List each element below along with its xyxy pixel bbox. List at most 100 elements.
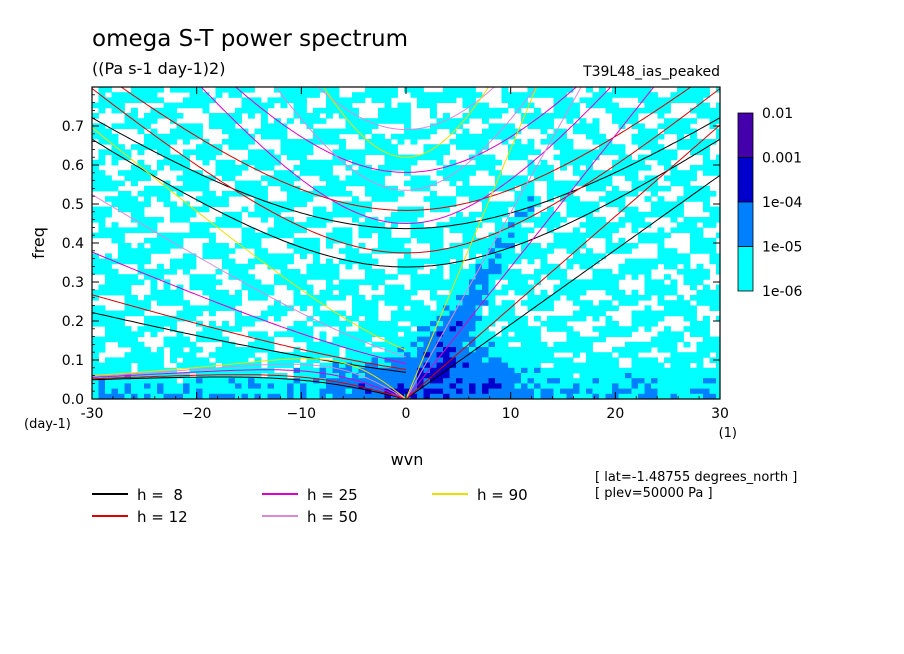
power-cell — [235, 263, 242, 270]
power-cell — [397, 347, 405, 353]
power-cell — [690, 118, 697, 124]
power-cell — [92, 185, 99, 192]
power-cell — [670, 383, 678, 389]
power-cell — [482, 341, 489, 348]
power-cell — [235, 139, 242, 145]
power-cell — [254, 237, 262, 244]
power-cell — [352, 399, 359, 405]
power-cell — [391, 248, 398, 254]
power-cell — [261, 253, 268, 259]
power-cell — [163, 289, 171, 296]
power-cell — [677, 305, 684, 311]
power-cell — [625, 373, 632, 379]
power-cell — [651, 263, 658, 270]
power-cell — [163, 279, 171, 285]
power-cell — [215, 388, 223, 395]
power-cell — [424, 399, 431, 405]
power-cell — [319, 388, 327, 395]
power-cell — [657, 362, 665, 369]
power-cell — [495, 123, 502, 129]
power-cell — [657, 253, 665, 259]
power-cell — [241, 159, 249, 166]
power-cell — [196, 149, 203, 155]
legend-label-h12: h = 12 — [137, 508, 188, 526]
power-cell — [352, 149, 359, 155]
power-cell — [469, 336, 476, 343]
power-cell — [326, 295, 333, 301]
power-cell — [560, 274, 567, 280]
power-cell — [644, 237, 652, 244]
power-cell — [631, 87, 639, 93]
power-cell — [352, 175, 359, 181]
power-cell — [287, 383, 294, 389]
power-cell — [332, 185, 340, 192]
power-cell — [339, 295, 346, 301]
power-cell — [573, 295, 580, 301]
power-cell — [618, 170, 626, 176]
power-cell — [410, 357, 418, 363]
power-cell — [131, 206, 138, 213]
power-cell — [274, 133, 281, 140]
power-cell — [586, 175, 593, 181]
power-cell — [456, 352, 463, 358]
power-cell — [397, 269, 405, 275]
power-cell — [469, 227, 476, 233]
power-cell — [436, 123, 444, 129]
power-cell — [189, 393, 197, 399]
power-cell — [365, 222, 372, 228]
power-cell — [566, 180, 574, 187]
power-cell — [228, 248, 236, 254]
power-cell — [690, 383, 697, 389]
power-cell — [280, 388, 288, 395]
power-cell — [254, 107, 262, 114]
power-cell — [501, 388, 509, 395]
power-cell — [261, 196, 268, 202]
power-cell — [293, 289, 301, 296]
power-cell — [632, 399, 639, 405]
power-cell — [267, 97, 275, 103]
power-cell — [410, 362, 418, 369]
power-cell — [228, 159, 236, 166]
power-cell — [306, 191, 314, 197]
power-cell — [280, 362, 288, 369]
power-cell — [365, 279, 372, 285]
power-cell — [358, 170, 366, 176]
power-cell — [306, 113, 314, 119]
power-cell — [313, 347, 320, 353]
power-cell — [579, 175, 587, 181]
power-cell — [150, 284, 158, 291]
power-cell — [274, 227, 281, 233]
power-cell — [456, 310, 463, 317]
power-cell — [540, 118, 548, 124]
power-cell — [657, 144, 665, 150]
power-cell — [469, 263, 476, 270]
power-cell — [163, 196, 171, 202]
power-cell — [501, 393, 509, 399]
power-cell — [267, 180, 275, 187]
power-cell — [683, 227, 691, 233]
power-cell — [300, 227, 307, 233]
power-cell — [560, 367, 567, 374]
power-cell — [579, 243, 587, 249]
power-cell — [423, 92, 431, 98]
power-cell — [326, 289, 333, 296]
power-cell — [99, 399, 106, 405]
power-cell — [391, 237, 398, 244]
power-cell — [475, 144, 483, 150]
power-cell — [586, 378, 593, 384]
power-cell — [222, 300, 229, 306]
power-cell — [378, 185, 385, 192]
power-cell — [670, 357, 678, 363]
power-cell — [300, 321, 307, 327]
power-cell — [150, 279, 158, 285]
power-cell — [241, 347, 249, 353]
power-cell — [98, 289, 106, 296]
power-cell — [384, 284, 392, 291]
power-cell — [638, 128, 645, 135]
power-cell — [183, 310, 190, 317]
power-cell — [118, 362, 125, 369]
power-cell — [599, 253, 606, 259]
power-cell — [605, 367, 613, 374]
power-cell — [105, 393, 112, 399]
power-cell — [248, 284, 255, 291]
